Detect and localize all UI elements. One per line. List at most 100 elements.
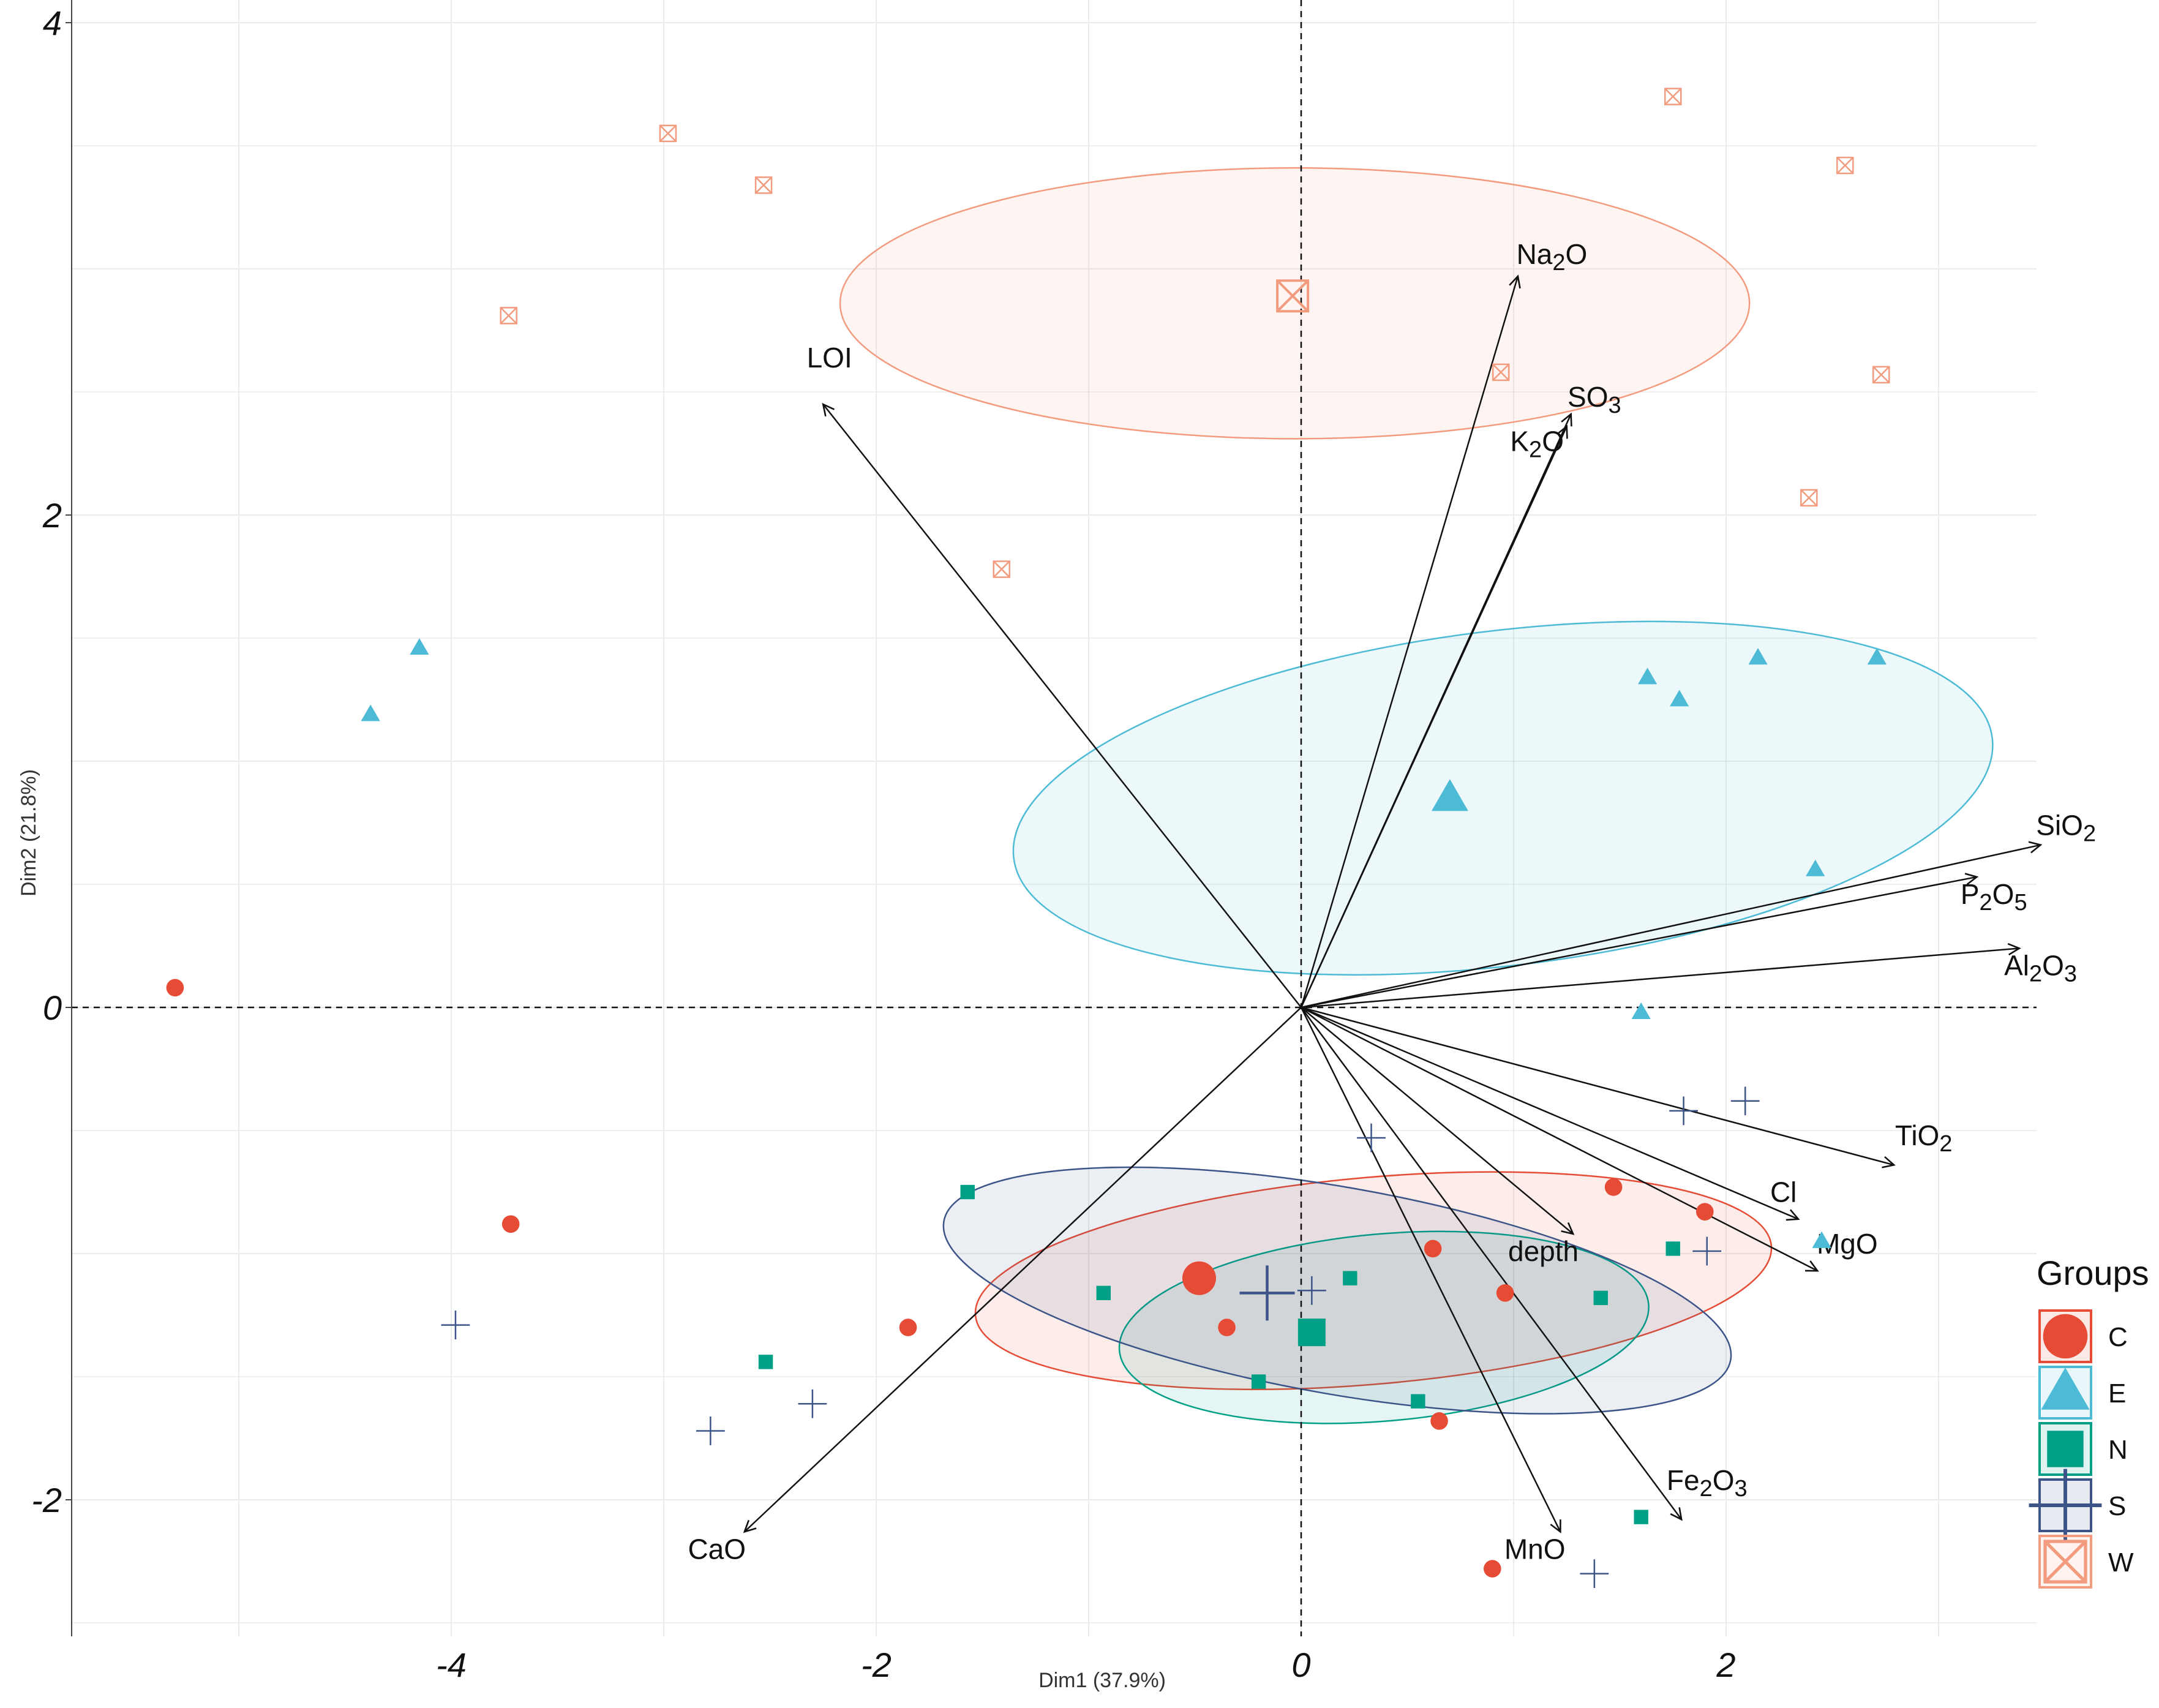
x-tick-label: 2 (1716, 1646, 1735, 1684)
legend-label-W: W (2108, 1548, 2134, 1578)
legend-label-E: E (2108, 1379, 2126, 1409)
var-label-depth: depth (1508, 1235, 1579, 1267)
point-E (1812, 1231, 1831, 1248)
legend-symbol-E (2041, 1368, 2090, 1410)
centroid-S (1239, 1265, 1295, 1321)
point-S (1692, 1236, 1722, 1266)
point-S (798, 1389, 827, 1418)
var-label-SO3: SO3 (1568, 381, 1621, 418)
point-E (410, 638, 429, 655)
arrow-Cl (1301, 1006, 1800, 1221)
tick-labels: -4 -2 0 2 -2 0 2 4 (31, 4, 1735, 1684)
y-tick-label: 2 (42, 496, 62, 535)
point-W (500, 307, 517, 325)
x-tick-label: 0 (1291, 1646, 1310, 1684)
point-E (1638, 668, 1658, 685)
point-C (1484, 1560, 1501, 1578)
y-tick-label: -2 (31, 1481, 62, 1519)
legend-label-S: S (2108, 1491, 2126, 1521)
point-S (1669, 1096, 1698, 1126)
legend-symbol-N (2047, 1431, 2084, 1467)
variable-arrows: LOINa2OSO3K2OSiO2P2O5Al2O3TiO2ClMgOdepth… (688, 238, 2096, 1565)
var-label-K2O: K2O (1510, 425, 1564, 462)
point-N (960, 1184, 975, 1200)
point-C (899, 1319, 917, 1336)
point-C (1496, 1284, 1514, 1302)
centroid-C (1182, 1261, 1216, 1295)
arrow-LOI (822, 402, 1302, 1008)
point-N (1665, 1241, 1680, 1256)
legend-title: Groups (2037, 1254, 2149, 1292)
point-W (1664, 88, 1682, 105)
point-S (696, 1416, 725, 1445)
point-E (1631, 1002, 1651, 1019)
x-tick-label: -2 (861, 1646, 892, 1684)
arrow-Al2O3 (1301, 942, 2021, 1009)
point-N (1634, 1510, 1648, 1524)
point-S (1580, 1559, 1609, 1588)
var-label-SiO2: SiO2 (2036, 810, 2096, 847)
point-S (1297, 1276, 1326, 1305)
arrow-P2O5 (1301, 873, 1979, 1009)
point-N (1411, 1394, 1425, 1409)
point-C (1424, 1240, 1442, 1258)
arrow-MnO (1300, 1007, 1561, 1533)
point-E (1806, 859, 1825, 876)
var-label-LOI: LOI (807, 342, 852, 374)
point-E (1670, 690, 1689, 707)
point-S (1357, 1123, 1386, 1153)
legend-label-C: C (2108, 1322, 2128, 1352)
point-C (1430, 1412, 1448, 1430)
legend-label-N: N (2108, 1435, 2128, 1465)
legend-symbol-C (2043, 1314, 2088, 1359)
confidence-ellipses (839, 167, 1994, 1424)
arrow-TiO2 (1301, 1006, 1896, 1168)
point-N (1593, 1290, 1608, 1306)
point-W (1836, 156, 1854, 175)
arrow-depth (1301, 1007, 1575, 1235)
point-S (1730, 1086, 1760, 1116)
point-N (758, 1355, 773, 1369)
x-tick-label: -4 (436, 1646, 467, 1684)
arrow-Na2O (1300, 274, 1521, 1008)
y-tick-label: 0 (43, 988, 62, 1027)
centroid-W (1276, 279, 1310, 313)
ellipse-S (942, 1166, 1732, 1415)
arrow-CaO (743, 1007, 1302, 1533)
legend-symbol-S (2029, 1469, 2102, 1542)
arrow-MgO (1301, 1006, 1819, 1272)
group-centroids (1182, 279, 1468, 1347)
centroid-N (1297, 1319, 1326, 1347)
point-W (993, 560, 1010, 578)
point-N (1343, 1271, 1357, 1285)
var-label-CaO: CaO (688, 1533, 746, 1565)
point-C (1604, 1178, 1623, 1196)
point-S (441, 1311, 470, 1339)
point-W (754, 176, 773, 194)
var-label-TiO2: TiO2 (1895, 1119, 1953, 1157)
var-label-Al2O3: Al2O3 (2004, 950, 2077, 987)
point-W (1492, 363, 1510, 382)
point-C (501, 1215, 520, 1233)
point-E (1867, 648, 1887, 665)
var-label-Cl: Cl (1770, 1176, 1797, 1208)
point-N (1096, 1285, 1111, 1301)
plot-panel (72, 0, 2037, 1636)
point-W (1872, 366, 1890, 384)
point-W (1800, 489, 1818, 507)
y-tick-label: 4 (43, 4, 62, 42)
point-C (1696, 1203, 1714, 1221)
legend-symbol-W (2043, 1540, 2087, 1584)
point-C (1218, 1319, 1236, 1336)
x-axis-title: Dim1 (37.9%) (1038, 1669, 1166, 1692)
arrow-SiO2 (1301, 841, 2043, 1009)
point-E (361, 704, 380, 721)
observation-points (166, 88, 1890, 1588)
var-label-Fe2O3: Fe2O3 (1667, 1464, 1748, 1502)
reference-lines (72, 0, 2037, 1636)
point-W (659, 124, 677, 143)
var-label-Na2O: Na2O (1517, 238, 1588, 276)
arrow-Fe2O3 (1300, 1007, 1683, 1521)
